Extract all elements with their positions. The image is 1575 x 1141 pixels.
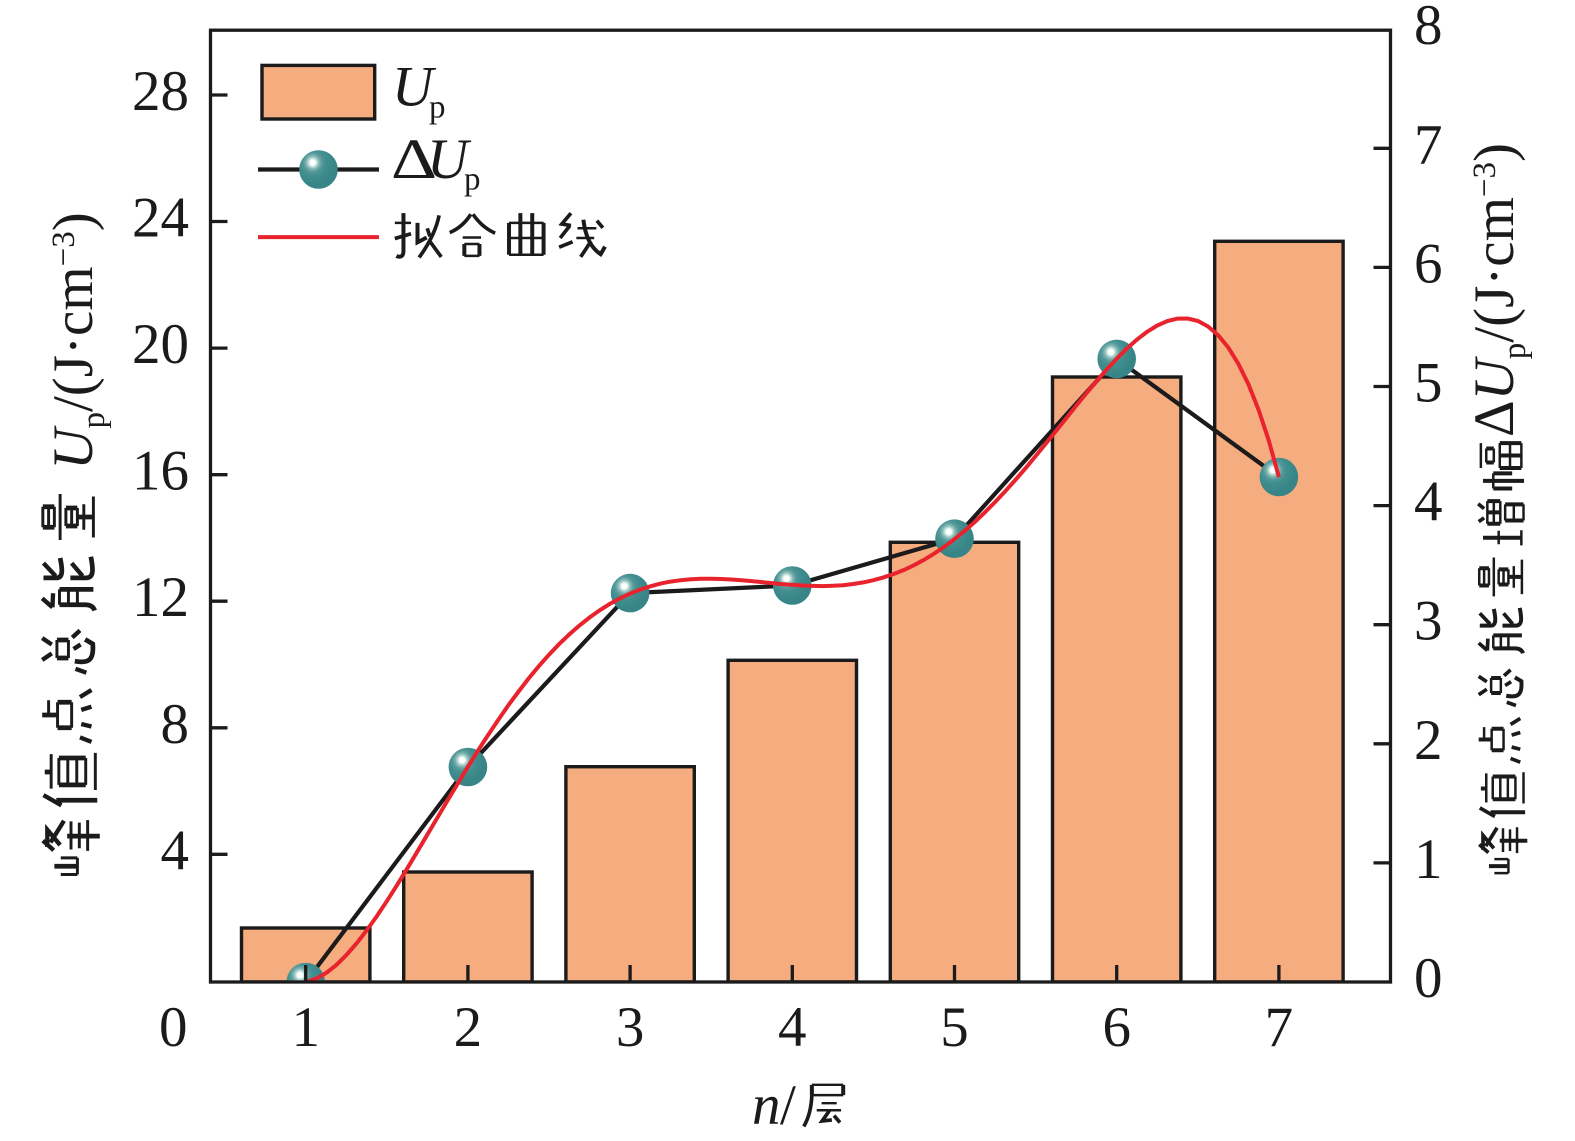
svg-text:2: 2 (454, 996, 483, 1059)
svg-text:8: 8 (1414, 0, 1443, 57)
svg-text:4: 4 (161, 819, 190, 882)
svg-text:1: 1 (291, 996, 320, 1059)
svg-text:Up/(J·cm−3): Up/(J·cm−3) (42, 212, 112, 469)
svg-text:ΔUp/(J·cm−3): ΔUp/(J·cm−3) (1463, 143, 1533, 437)
svg-text:5: 5 (940, 996, 969, 1059)
svg-text:3: 3 (1414, 590, 1443, 653)
svg-text:7: 7 (1414, 113, 1443, 176)
svg-text:28: 28 (132, 60, 189, 123)
svg-text:3: 3 (616, 996, 645, 1059)
svg-text:20: 20 (132, 313, 189, 376)
svg-text:U: U (392, 56, 437, 119)
svg-text:0: 0 (159, 996, 188, 1059)
svg-text:p: p (464, 162, 481, 198)
svg-text:0: 0 (1414, 947, 1443, 1010)
svg-text:6: 6 (1102, 996, 1131, 1059)
svg-text:8: 8 (161, 693, 190, 756)
svg-text:p: p (429, 90, 446, 126)
svg-text:4: 4 (778, 996, 807, 1059)
svg-text:7: 7 (1265, 996, 1294, 1059)
svg-text:6: 6 (1414, 232, 1443, 295)
svg-text:16: 16 (132, 440, 189, 503)
svg-text:24: 24 (132, 187, 189, 250)
svg-text:1: 1 (1414, 828, 1443, 891)
svg-text:n: n (752, 1074, 781, 1137)
svg-text:12: 12 (132, 566, 189, 629)
svg-text:U: U (427, 128, 472, 191)
svg-text:Δ: Δ (391, 128, 437, 191)
svg-text:4: 4 (1414, 471, 1443, 534)
svg-text:/: / (780, 1074, 796, 1137)
svg-text:2: 2 (1414, 709, 1443, 772)
svg-text:5: 5 (1414, 352, 1443, 415)
